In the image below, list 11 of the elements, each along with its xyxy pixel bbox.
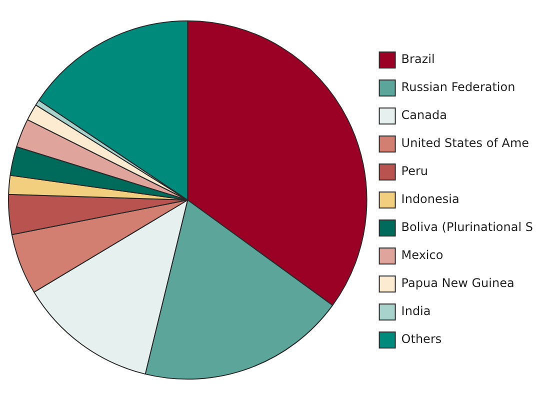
- legend-label: Papua New Guinea: [401, 276, 514, 290]
- legend-label: United States of Ame: [401, 136, 530, 150]
- legend-label: India: [401, 304, 431, 318]
- legend-label: Mexico: [401, 248, 444, 262]
- legend-label: Peru: [401, 164, 428, 178]
- legend-label: Indonesia: [401, 192, 460, 206]
- legend-label: Others: [401, 332, 442, 346]
- legend-label: Russian Federation: [401, 80, 516, 94]
- legend-label: Boliva (Plurinational S: [401, 220, 533, 234]
- legend-label: Brazil: [401, 52, 435, 66]
- legend-label: Canada: [401, 108, 447, 122]
